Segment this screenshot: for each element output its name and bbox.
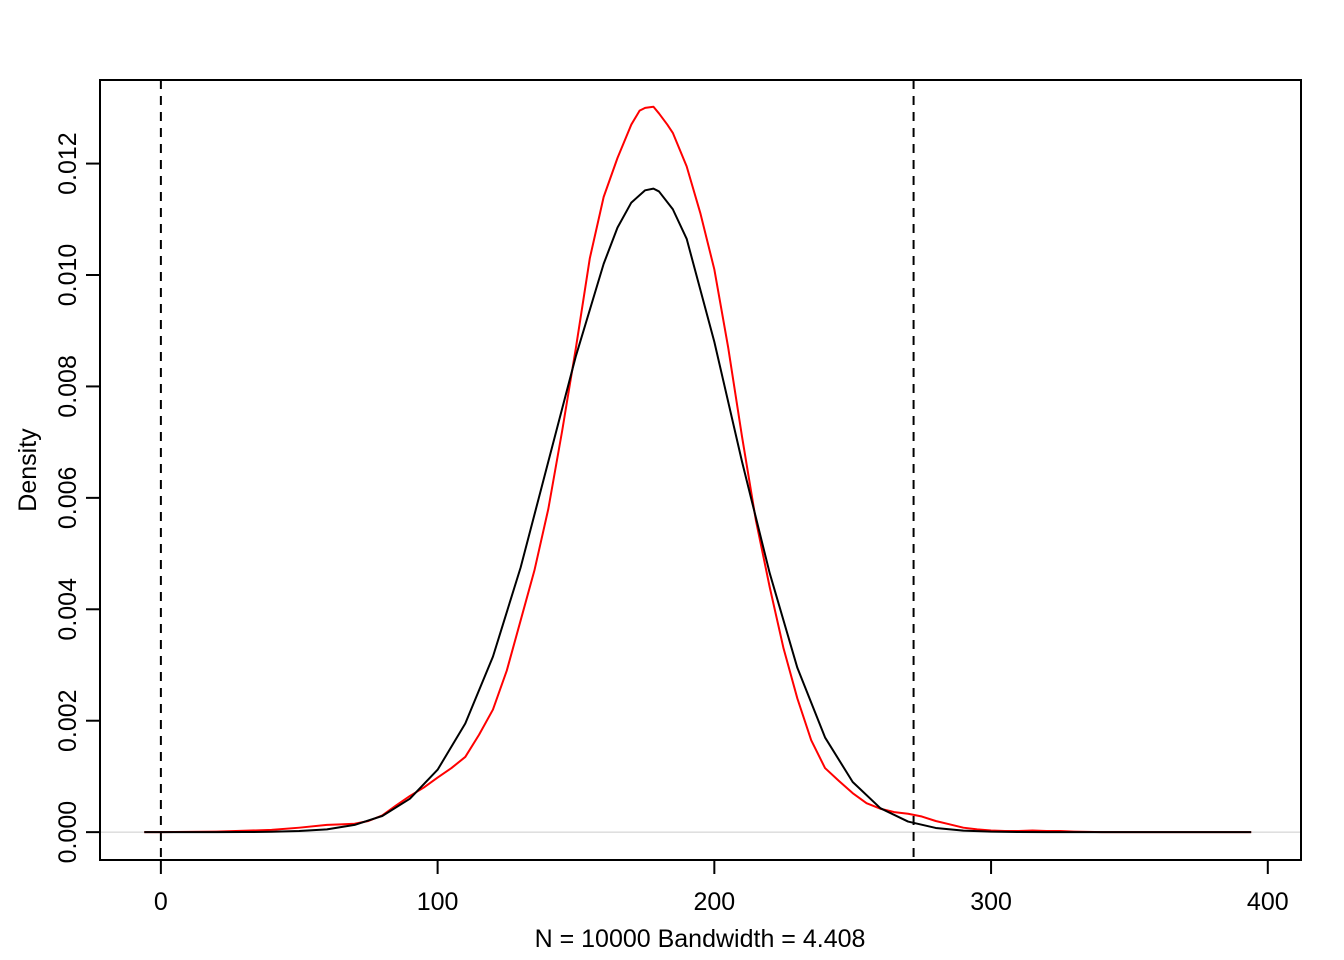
density-curve-2 xyxy=(144,187,1252,834)
y-tick-label: 0.006 xyxy=(54,467,82,530)
density-curves xyxy=(144,105,1252,834)
y-tick-label: 0.010 xyxy=(54,244,82,307)
y-tick-label: 0.002 xyxy=(54,689,82,752)
x-tick-label: 0 xyxy=(154,888,168,916)
y-axis: 0.000 0.002 0.004 0.006 0.008 0.010 0.012 xyxy=(54,132,101,864)
y-axis-label: Density xyxy=(14,428,42,512)
plot-frame xyxy=(99,79,1302,861)
x-tick-label: 100 xyxy=(417,888,459,916)
reference-lines xyxy=(159,80,915,860)
y-tick-label: 0.008 xyxy=(54,355,82,418)
x-tick-label: 400 xyxy=(1247,888,1289,916)
x-tick-label: 200 xyxy=(693,888,735,916)
x-axis: 0 100 200 300 400 xyxy=(154,859,1289,916)
y-tick-label: 0.004 xyxy=(54,578,82,641)
y-tick-label: 0.012 xyxy=(54,132,82,195)
density-curve-1 xyxy=(144,105,1252,834)
x-tick-label: 300 xyxy=(970,888,1012,916)
x-axis-label: N = 10000 Bandwidth = 4.408 xyxy=(535,925,866,953)
y-tick-label: 0.000 xyxy=(54,801,82,864)
